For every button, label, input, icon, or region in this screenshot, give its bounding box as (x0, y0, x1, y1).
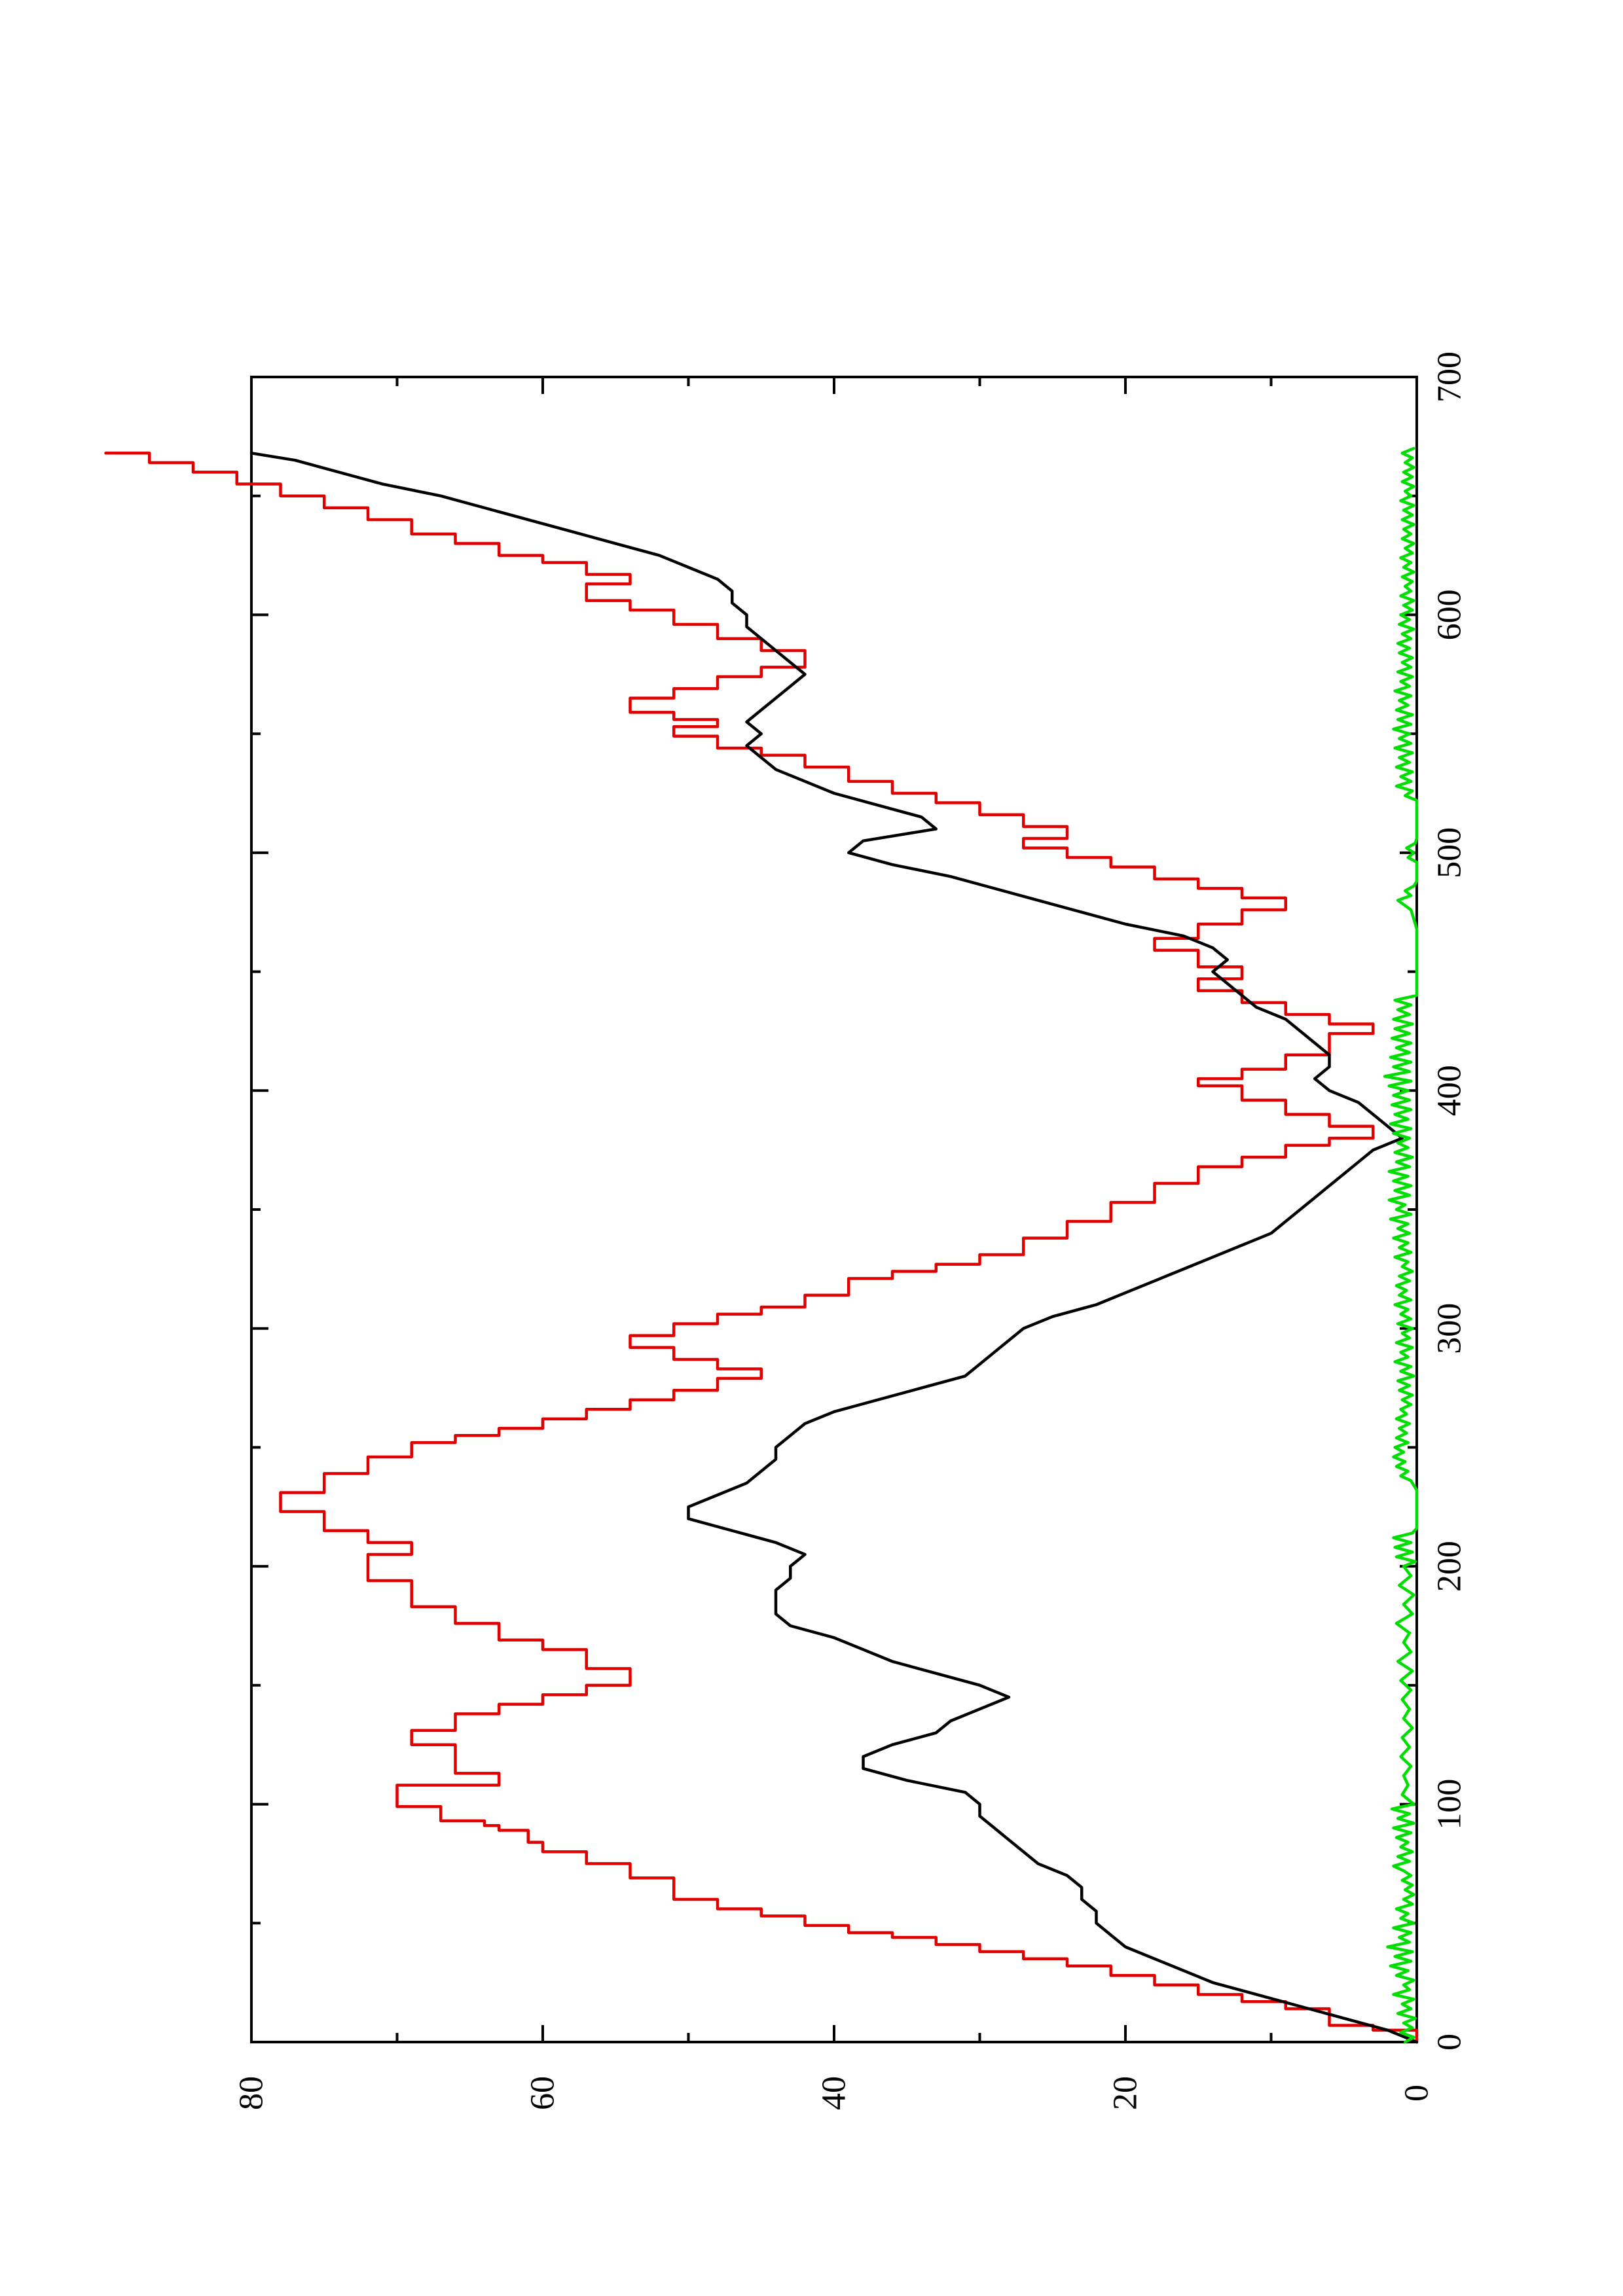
x-tick-label: 600 (1431, 589, 1468, 640)
green-noise-series (1383, 446, 1419, 2044)
ticks (250, 376, 1418, 2043)
series-layer (104, 446, 1419, 2044)
x-tick-label: 0 (1431, 2034, 1468, 2051)
x-tick-label: 500 (1431, 827, 1468, 878)
y-tick-label: 20 (1107, 2076, 1144, 2110)
x-tick-label: 400 (1431, 1065, 1468, 1116)
y-tick-label: 80 (233, 2076, 270, 2110)
x-tick-label: 700 (1431, 351, 1468, 403)
y-tick-label: 0 (1398, 2085, 1436, 2102)
y-tick-label: 40 (816, 2076, 853, 2110)
plot-frame (250, 376, 1418, 2043)
black-line-series (249, 452, 1419, 2044)
y-tick-label: 60 (524, 2076, 562, 2110)
x-tick-label: 200 (1431, 1541, 1468, 1592)
x-tick-label: 300 (1431, 1303, 1468, 1354)
tick-labels: 0 100 200 300 400 500 600 700 0 20 40 60 80 (233, 351, 1468, 2110)
red-step-series (104, 452, 1419, 2044)
x-tick-label: 100 (1431, 1779, 1468, 1830)
